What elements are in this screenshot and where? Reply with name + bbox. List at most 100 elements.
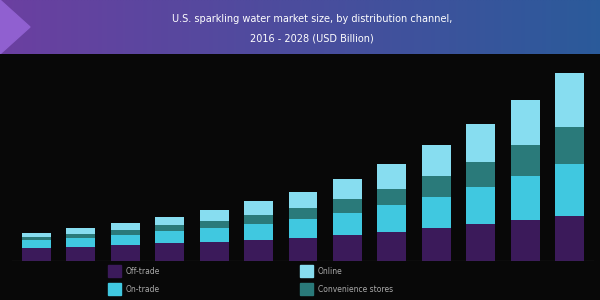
Bar [111, 0, 114, 54]
Bar [285, 0, 288, 54]
Bar [21, 0, 24, 54]
Bar [39, 0, 42, 54]
Bar [420, 0, 423, 54]
Bar [402, 0, 405, 54]
Bar [90, 0, 93, 54]
Bar [111, 235, 140, 245]
Bar [189, 0, 192, 54]
Bar [444, 0, 447, 54]
Bar [213, 0, 216, 54]
Bar [180, 0, 183, 54]
Bar [513, 0, 516, 54]
Bar [294, 0, 297, 54]
Bar [36, 0, 39, 54]
Bar [300, 0, 303, 54]
Bar [555, 73, 584, 127]
Bar [315, 0, 318, 54]
Bar [345, 0, 348, 54]
Bar [357, 0, 360, 54]
Bar [72, 0, 75, 54]
Bar [258, 0, 261, 54]
Bar [141, 0, 144, 54]
Bar [384, 0, 387, 54]
Bar [333, 0, 336, 54]
Bar [78, 0, 81, 54]
Bar [42, 0, 45, 54]
Bar [300, 265, 313, 278]
Bar [543, 0, 546, 54]
Bar [67, 234, 95, 238]
Bar [249, 0, 252, 54]
Bar [492, 0, 495, 54]
Bar [462, 0, 465, 54]
Text: U.S. sparkling water market size, by distribution channel,: U.S. sparkling water market size, by dis… [172, 14, 452, 24]
Bar [155, 225, 184, 231]
Bar [84, 0, 87, 54]
Bar [408, 0, 411, 54]
Bar [300, 283, 313, 295]
Bar [306, 0, 309, 54]
Bar [129, 0, 132, 54]
Bar [429, 0, 432, 54]
Bar [57, 0, 60, 54]
Polygon shape [0, 0, 30, 54]
Bar [279, 0, 282, 54]
Bar [528, 0, 531, 54]
Bar [486, 0, 489, 54]
Bar [519, 0, 522, 54]
Bar [156, 0, 159, 54]
Bar [155, 231, 184, 243]
Bar [511, 146, 539, 176]
Bar [210, 0, 213, 54]
Bar [511, 220, 539, 261]
Bar [377, 232, 406, 261]
Bar [333, 213, 362, 235]
Bar [552, 0, 555, 54]
Bar [198, 0, 201, 54]
Bar [102, 0, 105, 54]
Bar [174, 0, 177, 54]
Bar [363, 0, 366, 54]
Bar [561, 0, 564, 54]
Bar [159, 0, 162, 54]
Bar [422, 146, 451, 176]
Bar [558, 0, 561, 54]
Bar [219, 0, 222, 54]
Bar [327, 0, 330, 54]
Bar [177, 0, 180, 54]
Bar [273, 0, 276, 54]
Bar [459, 0, 462, 54]
Bar [108, 0, 111, 54]
Bar [435, 0, 438, 54]
Bar [132, 0, 135, 54]
Bar [162, 0, 165, 54]
Bar [244, 215, 273, 224]
Bar [570, 0, 573, 54]
Bar [225, 0, 228, 54]
Bar [591, 0, 594, 54]
Bar [411, 0, 414, 54]
Bar [303, 0, 306, 54]
Bar [75, 0, 78, 54]
Bar [18, 0, 21, 54]
Bar [377, 164, 406, 188]
Bar [465, 0, 468, 54]
Bar [60, 0, 63, 54]
Bar [108, 283, 121, 295]
Bar [324, 0, 327, 54]
Bar [546, 0, 549, 54]
Bar [222, 0, 225, 54]
Bar [390, 0, 393, 54]
Bar [466, 224, 495, 261]
Bar [186, 0, 189, 54]
Text: Convenience stores: Convenience stores [318, 285, 393, 294]
Bar [573, 0, 576, 54]
Bar [549, 0, 552, 54]
Bar [114, 0, 117, 54]
Bar [0, 0, 3, 54]
Bar [555, 164, 584, 216]
Bar [450, 0, 453, 54]
Bar [348, 0, 351, 54]
Bar [63, 0, 66, 54]
Bar [22, 240, 51, 248]
